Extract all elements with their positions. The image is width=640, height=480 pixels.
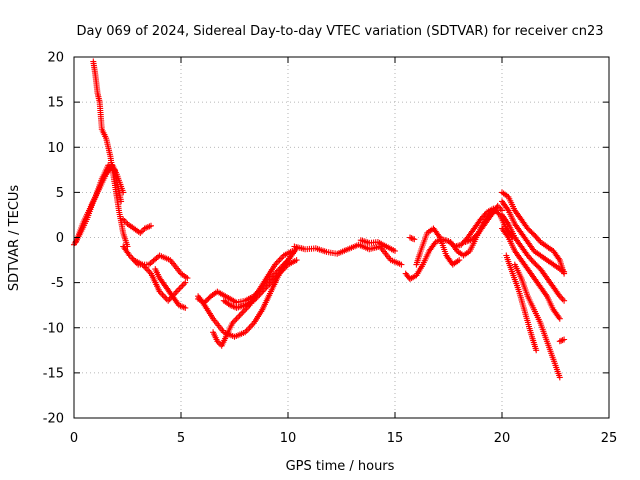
series-arc-18 <box>462 202 505 245</box>
axis-ticks <box>73 56 610 419</box>
x-tick-labels: 0 5 10 15 20 25 <box>70 431 617 446</box>
y-tick-label: -5 <box>51 276 64 291</box>
chart-title: Day 069 of 2024, Sidereal Day-to-day VTE… <box>76 24 603 39</box>
series-arc-25 <box>556 336 568 345</box>
series-arc-7 <box>152 266 189 311</box>
x-axis-label: GPS time / hours <box>286 459 395 474</box>
series-arc-9 <box>195 245 300 340</box>
series-arc-2 <box>73 162 125 245</box>
x-tick-label: 5 <box>177 431 185 446</box>
data-points <box>71 58 568 381</box>
series-arc-13 <box>357 237 398 254</box>
y-tick-label: 20 <box>47 51 64 66</box>
y-tick-label: 15 <box>47 96 64 111</box>
series-arc-21 <box>499 211 568 304</box>
grid-lines <box>74 57 609 418</box>
series-arc-12 <box>291 241 405 268</box>
x-tick-label: 20 <box>494 431 511 446</box>
y-tick-label: -20 <box>43 412 64 427</box>
y-tick-label: 0 <box>56 231 64 246</box>
y-tick-label: 5 <box>56 186 64 201</box>
series-arc-23 <box>503 252 540 354</box>
series-arc-3 <box>90 58 131 250</box>
y-tick-labels: -20 -15 -10 -5 0 5 10 15 20 <box>43 51 64 427</box>
x-tick-label: 15 <box>387 431 404 446</box>
series-arc-15 <box>413 225 463 268</box>
series-arc-5 <box>120 243 191 282</box>
y-tick-label: 10 <box>47 141 64 156</box>
y-tick-label: -15 <box>43 366 64 381</box>
series-arc-19 <box>499 189 568 277</box>
y-axis-label: SDTVAR / TECUs <box>7 185 22 292</box>
x-tick-label: 25 <box>601 431 618 446</box>
series-arc-4 <box>120 216 154 236</box>
y-tick-label: -10 <box>43 321 64 336</box>
series-arc-11 <box>220 257 300 311</box>
x-tick-label: 10 <box>280 431 297 446</box>
series-arc-16 <box>407 234 418 243</box>
series-arc-22 <box>499 225 563 322</box>
series-arc-14 <box>402 205 516 282</box>
series-arc-24 <box>511 261 563 381</box>
series-arc-20 <box>499 198 568 275</box>
x-tick-label: 0 <box>70 431 78 446</box>
